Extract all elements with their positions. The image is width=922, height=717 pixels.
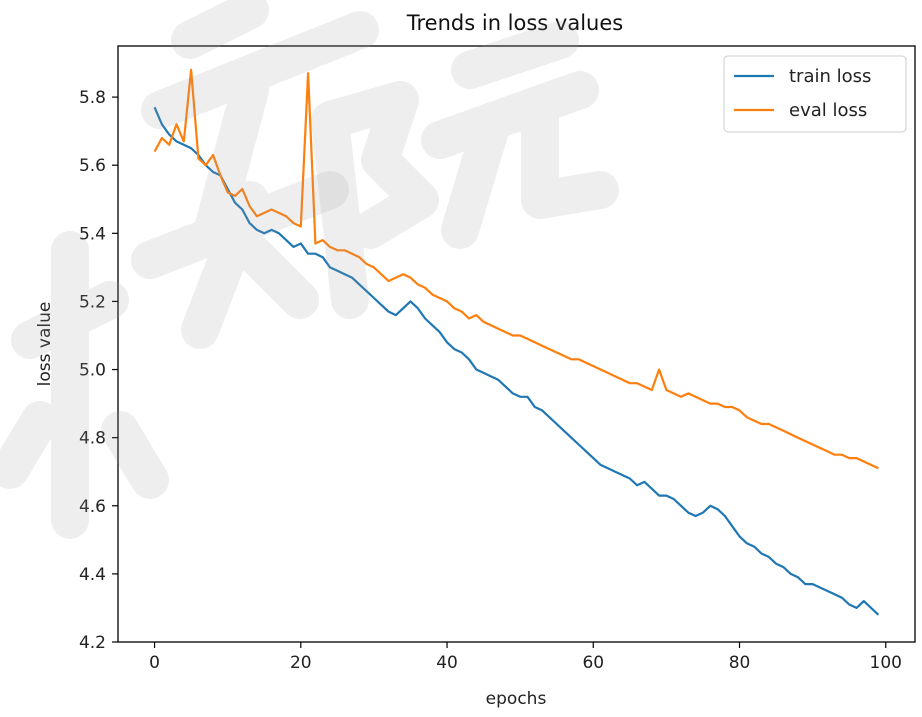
x-tick-label: 80: [729, 653, 751, 673]
series-line-train-loss: [153, 106, 880, 616]
axes-frame: [117, 45, 916, 643]
x-tick-label: 40: [436, 653, 458, 673]
x-tick-label: 60: [582, 653, 604, 673]
y-tick-label: 4.8: [79, 429, 106, 449]
legend-label: eval loss: [789, 100, 867, 121]
x-tick-label: 20: [290, 653, 312, 673]
y-tick-label: 5.8: [79, 88, 106, 108]
chart-title: Trends in loss values: [406, 11, 623, 35]
x-ticks: 0 20 40 60 80 100: [149, 642, 902, 673]
y-tick-label: 4.2: [79, 633, 106, 653]
x-tick-label: 100: [870, 653, 902, 673]
y-axis-label: loss value: [35, 302, 55, 387]
y-tick-label: 5.4: [79, 224, 106, 244]
x-tick-label: 0: [149, 653, 160, 673]
y-tick-label: 4.4: [79, 565, 106, 585]
y-tick-label: 5.2: [79, 292, 106, 312]
y-ticks: 4.2 4.4 4.6 4.8 5.0 5.2 5.4 5.6 5.8: [79, 88, 118, 653]
legend-label: train loss: [789, 66, 871, 87]
y-tick-label: 4.6: [79, 497, 106, 517]
legend: train loss eval loss: [723, 55, 907, 133]
y-tick-label: 5.0: [79, 361, 106, 381]
y-tick-label: 5.6: [79, 156, 106, 176]
series-line-eval-loss: [153, 68, 879, 470]
plot-lines: [153, 68, 880, 616]
x-axis-label: epochs: [486, 689, 547, 709]
